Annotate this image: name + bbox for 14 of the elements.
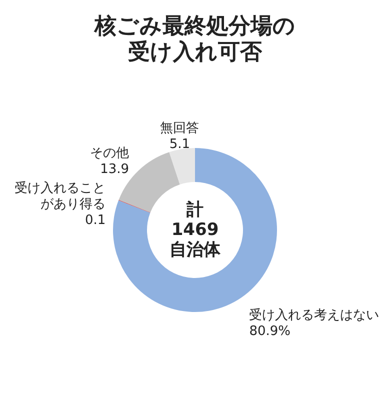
text: 1469	[171, 220, 219, 240]
donut-slice	[169, 148, 195, 184]
donut-slice	[118, 200, 150, 213]
slice-label: 受け入れることがあり得る	[14, 180, 106, 212]
data-label: 13.9	[100, 162, 130, 178]
chart-title: 核ごみ最終処分場の受け入れ可否	[94, 14, 296, 65]
data-label: 0.1	[84, 212, 106, 228]
slice-label: 受け入れる考えはない	[249, 308, 380, 324]
data-label: 80.9%	[249, 324, 291, 340]
slice-label: 無回答	[160, 121, 200, 136]
text: 自治体	[170, 240, 222, 260]
slice-label: その他	[90, 146, 130, 162]
data-label: 5.1	[169, 137, 190, 152]
text: 計	[186, 200, 204, 220]
